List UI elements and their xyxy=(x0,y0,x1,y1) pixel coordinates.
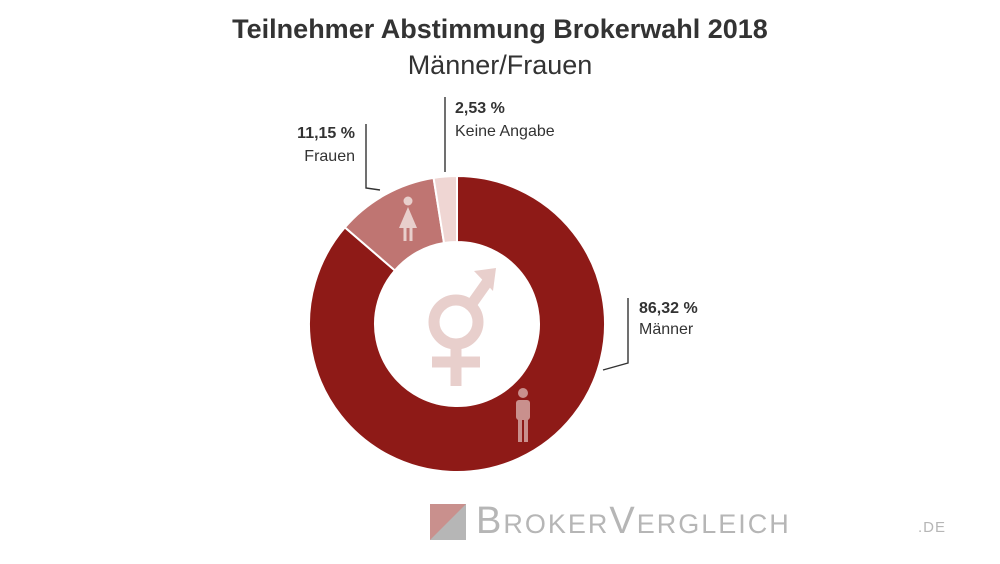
brokervergleich-logo-icon xyxy=(430,504,466,540)
slice-value-label: 11,15 % xyxy=(297,125,355,142)
brand-domain: .DE xyxy=(918,519,947,536)
female-person-icon xyxy=(399,196,417,241)
brand-name: BROKERVERGLEICH xyxy=(476,500,791,542)
donut-slices xyxy=(308,174,606,473)
slice-value-label: 2,53 % xyxy=(455,100,505,117)
leader-line-frauen xyxy=(365,124,381,191)
male-person-icon xyxy=(516,388,530,442)
chart-title: Teilnehmer Abstimmung Brokerwahl 2018 xyxy=(232,14,768,44)
gender-symbol-icon xyxy=(428,268,496,386)
donut-slice-maenner xyxy=(308,174,606,473)
slice-category-label: Keine Angabe xyxy=(455,123,555,140)
slice-category-label: Frauen xyxy=(304,148,355,165)
chart-subtitle: Männer/Frauen xyxy=(407,50,593,80)
leader-line-maenner xyxy=(602,298,629,371)
slice-category-label: Männer xyxy=(639,321,694,338)
slice-value-label: 86,32 % xyxy=(639,300,698,317)
donut-slice-keine-angabe xyxy=(432,174,458,245)
